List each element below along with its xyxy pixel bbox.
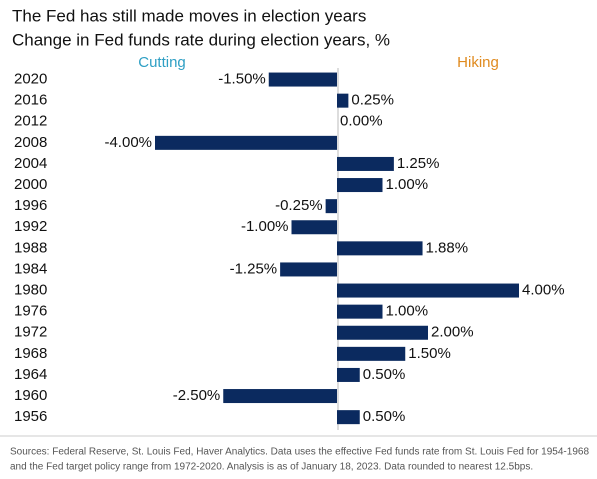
chart-subtitle: Change in Fed funds rate during election… bbox=[12, 30, 390, 49]
value-label: 0.50% bbox=[363, 408, 406, 425]
bar bbox=[280, 262, 337, 277]
bar bbox=[223, 389, 337, 404]
bar bbox=[337, 346, 406, 361]
bar bbox=[337, 410, 360, 425]
source-note: and the Fed target policy range from 197… bbox=[10, 462, 533, 473]
bar bbox=[291, 220, 337, 235]
y-tick-label: 2020 bbox=[14, 71, 47, 88]
bar bbox=[337, 304, 383, 319]
y-tick-label: 2008 bbox=[14, 134, 47, 151]
bar bbox=[337, 241, 423, 256]
y-tick-label: 1988 bbox=[14, 239, 47, 256]
y-tick-label: 1984 bbox=[14, 260, 47, 277]
y-tick-label: 1964 bbox=[14, 366, 47, 383]
bar bbox=[337, 93, 349, 108]
y-tick-label: 1956 bbox=[14, 408, 47, 425]
bar bbox=[337, 178, 383, 193]
value-label: 1.88% bbox=[426, 239, 469, 256]
bar bbox=[337, 156, 394, 171]
bar bbox=[268, 72, 337, 87]
value-label: 1.00% bbox=[386, 303, 429, 320]
y-tick-label: 2004 bbox=[14, 155, 47, 172]
value-label: 0.50% bbox=[363, 366, 406, 383]
value-label: -1.00% bbox=[241, 218, 289, 235]
annotation: Hiking bbox=[457, 54, 499, 71]
value-label: 2.00% bbox=[431, 324, 474, 341]
y-tick-label: 2000 bbox=[14, 176, 47, 193]
bar bbox=[337, 283, 519, 298]
source-note: Sources: Federal Reserve, St. Louis Fed,… bbox=[10, 447, 589, 458]
y-tick-label: 1980 bbox=[14, 282, 47, 299]
value-label: 0.00% bbox=[340, 113, 383, 130]
value-label: -1.25% bbox=[230, 260, 278, 277]
y-tick-label: 1972 bbox=[14, 324, 47, 341]
y-tick-label: 2012 bbox=[14, 113, 47, 130]
bar bbox=[155, 135, 337, 150]
bar bbox=[337, 367, 360, 382]
y-tick-label: 1996 bbox=[14, 197, 47, 214]
bar bbox=[337, 325, 428, 340]
y-tick-label: 1992 bbox=[14, 218, 47, 235]
y-tick-label: 1968 bbox=[14, 345, 47, 362]
value-label: -4.00% bbox=[104, 134, 152, 151]
value-label: 4.00% bbox=[522, 282, 565, 299]
value-label: 0.25% bbox=[351, 92, 394, 109]
annotation: Cutting bbox=[138, 54, 186, 71]
y-tick-label: 1976 bbox=[14, 303, 47, 320]
value-label: 1.25% bbox=[397, 155, 440, 172]
y-tick-label: 1960 bbox=[14, 387, 47, 404]
bar bbox=[325, 199, 337, 214]
value-label: -0.25% bbox=[275, 197, 323, 214]
chart-title: The Fed has still made moves in election… bbox=[12, 6, 366, 25]
value-label: -1.50% bbox=[218, 71, 266, 88]
value-label: 1.50% bbox=[408, 345, 451, 362]
value-label: 1.00% bbox=[386, 176, 429, 193]
y-tick-label: 2016 bbox=[14, 92, 47, 109]
value-label: -2.50% bbox=[173, 387, 221, 404]
